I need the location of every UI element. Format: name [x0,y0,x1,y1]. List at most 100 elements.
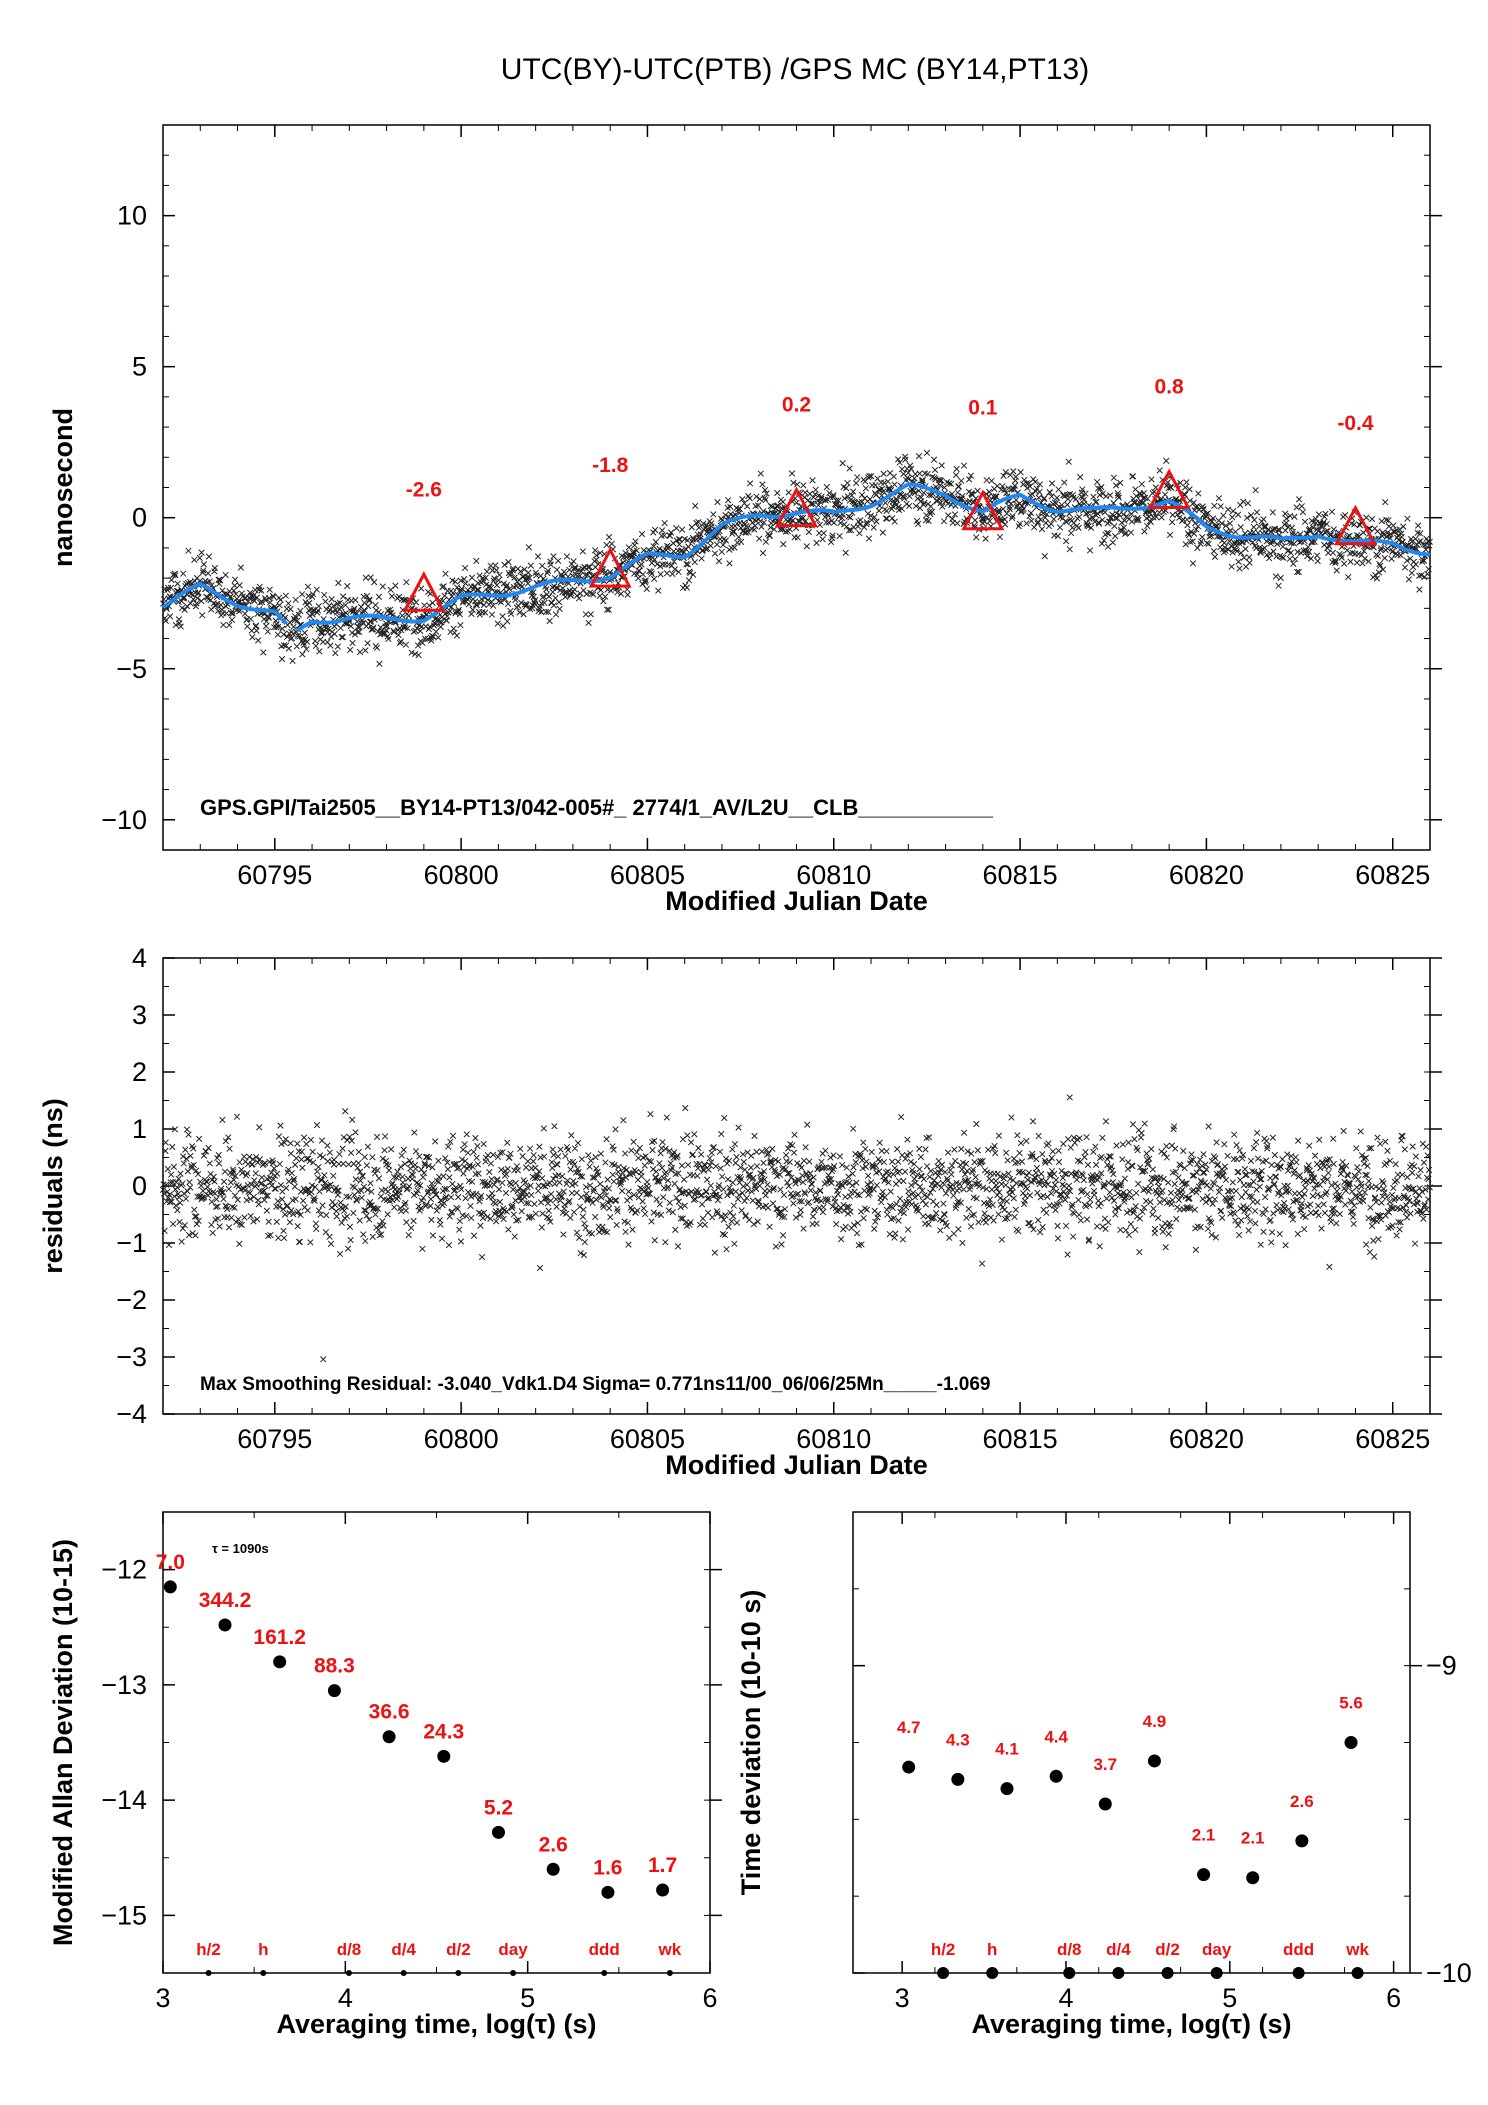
data-point [462,580,469,587]
data-point [428,1216,435,1223]
data-point [953,465,960,473]
data-point [1237,1176,1244,1184]
data-point [1240,554,1248,561]
data-point [604,1176,611,1183]
data-point [1120,524,1128,531]
data-point [1084,1161,1092,1168]
data-point [893,497,901,504]
data-point [776,508,783,516]
data-point [361,607,368,614]
data-point [978,1260,986,1267]
data-point [467,1202,474,1210]
triangle-label: 0.2 [782,394,811,417]
data-point [1030,476,1037,483]
data-point [539,1175,546,1182]
data-point [1034,1189,1041,1197]
data-point [362,574,369,581]
data-point [890,1171,897,1178]
data-point [1006,506,1013,513]
data-point [1041,495,1048,502]
data-point [995,1211,1002,1218]
data-point [760,508,767,515]
data-point [1228,563,1235,570]
y-axis-label: residuals (ns) [38,1098,68,1274]
data-point [1093,478,1101,486]
data-point [1272,1173,1280,1180]
data-point [651,526,659,534]
data-point [325,625,332,633]
data-point [549,1146,556,1153]
data-point [849,488,857,495]
data-point [736,1191,743,1199]
data-point [304,638,311,646]
data-point [938,1161,946,1168]
data-point [491,575,498,582]
data-point [659,561,666,568]
data-point [1382,498,1389,506]
data-point [446,608,454,615]
data-point [1119,1156,1126,1163]
data-point [996,533,1004,541]
data-point [1008,1114,1015,1121]
data-point [1102,1225,1109,1233]
data-point [321,1172,328,1179]
data-point [731,1240,738,1247]
data-point [980,516,987,524]
data-point [526,574,533,582]
data-point [351,605,358,612]
data-point [1277,574,1284,582]
data-point [923,449,931,457]
data-point [434,1203,442,1210]
data-point [1053,494,1061,501]
data-point [167,1171,175,1178]
data-point [247,1212,254,1220]
data-point [940,1200,947,1207]
data-point [1054,532,1062,540]
data-point [479,1214,487,1222]
data-point [1162,1244,1169,1251]
data-point [181,606,188,613]
data-point [587,611,594,618]
data-point [216,1223,223,1230]
data-point [744,503,751,510]
data-point [712,1163,719,1170]
data-point [1026,483,1034,490]
data-point [251,597,258,605]
data-point [328,1204,335,1211]
data-point [1065,458,1072,465]
data-point [1036,488,1043,496]
data-point [1215,495,1223,502]
data-point [605,606,612,613]
data-point [225,1185,232,1193]
data-point [532,1210,539,1217]
data-point [1317,1164,1324,1172]
data-point [756,1182,763,1189]
data-point [1110,499,1117,507]
data-point [263,1207,270,1214]
data-point [1082,1148,1089,1156]
data-point [747,1164,755,1171]
data-point [556,1179,563,1186]
data-point [1283,515,1290,522]
data-point [342,601,349,609]
data-point [294,632,301,639]
data-point [1336,1210,1344,1218]
data-point [764,1181,771,1188]
data-point [746,480,754,487]
data-point [1016,520,1023,527]
data-point [367,1180,374,1187]
data-point [182,1146,189,1153]
data-point [822,1147,829,1154]
data-point [1315,511,1323,518]
data-point [691,558,698,566]
data-point [914,520,922,528]
data-point [554,1161,561,1168]
data-point [1032,1169,1040,1176]
data-point [613,1197,620,1204]
data-point [303,645,310,653]
data-point [358,1194,365,1201]
data-point [553,1203,560,1210]
data-point [250,592,257,599]
data-point [1035,494,1043,501]
data-point [331,630,338,638]
